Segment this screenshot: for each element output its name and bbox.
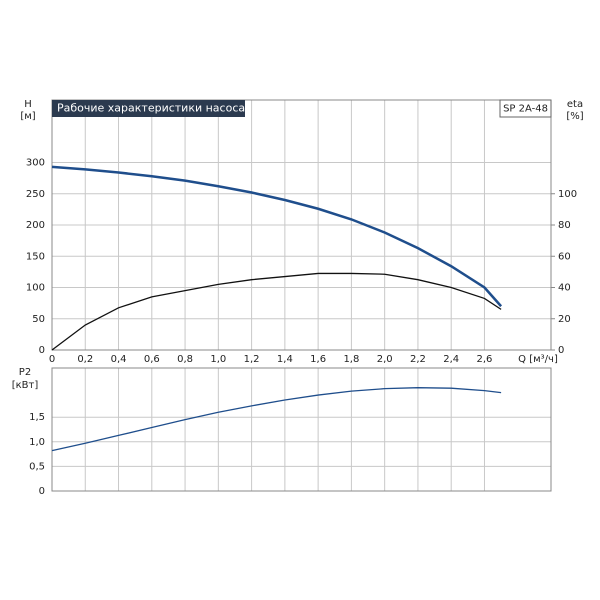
y2-tick-label: 80 xyxy=(558,220,571,231)
x-tick-label: 0 xyxy=(49,354,55,365)
y-tick-label: 0,5 xyxy=(29,461,45,472)
y-axis-unit: [м] xyxy=(20,111,35,122)
y-tick-label: 300 xyxy=(26,158,45,169)
x-tick-label: 0,2 xyxy=(77,354,93,365)
x-tick-label: 2,0 xyxy=(377,354,393,365)
y-tick-label: 0 xyxy=(39,486,45,497)
y-tick-label: 250 xyxy=(26,189,45,200)
p2-axis-unit: [кВт] xyxy=(12,380,39,391)
x-tick-label: 0,6 xyxy=(144,354,160,365)
x-tick-label: 2,2 xyxy=(410,354,426,365)
y-axis-label: H xyxy=(24,99,32,110)
model-label: SP 2A-48 xyxy=(503,104,548,115)
x-tick-label: 2,6 xyxy=(477,354,493,365)
x-tick-label: 1,6 xyxy=(310,354,326,365)
model-box xyxy=(499,99,552,118)
y-tick-label: 50 xyxy=(32,314,45,325)
y-tick-label: 1,0 xyxy=(29,437,45,448)
y-tick-label: 0 xyxy=(39,345,45,356)
series-line xyxy=(51,387,502,452)
y-tick-label: 100 xyxy=(26,283,45,294)
y2-tick-label: 40 xyxy=(558,283,571,294)
x-tick-label: 1,8 xyxy=(343,354,359,365)
y2-tick-label: 100 xyxy=(558,189,577,200)
x-tick-label: 1,2 xyxy=(244,354,260,365)
x-tick-label: 1,0 xyxy=(210,354,226,365)
y2-tick-label: 60 xyxy=(558,251,571,262)
y-tick-label: 150 xyxy=(26,251,45,262)
x-tick-label: 2,4 xyxy=(443,354,459,365)
y2-axis-unit: [%] xyxy=(566,111,583,122)
x-tick-label: 0,4 xyxy=(111,354,127,365)
p2-axis-label: P2 xyxy=(19,367,31,378)
title-box xyxy=(52,100,245,117)
series-line xyxy=(51,272,502,351)
y2-axis-label: eta xyxy=(567,99,583,110)
y2-tick-label: 0 xyxy=(558,345,564,356)
x-tick-label: 1,4 xyxy=(277,354,293,365)
y2-tick-label: 20 xyxy=(558,314,571,325)
y-tick-label: 200 xyxy=(26,220,45,231)
series-line xyxy=(51,165,503,308)
y-tick-label: 1,5 xyxy=(29,412,45,423)
plot-frame xyxy=(51,367,552,492)
plot-frame xyxy=(51,99,552,351)
x-label-bg xyxy=(520,352,556,366)
chart-title: Рабочие характеристики насоса xyxy=(57,102,245,115)
x-axis-label: Q [м³/ч] xyxy=(518,354,558,365)
x-tick-label: 0,8 xyxy=(177,354,193,365)
